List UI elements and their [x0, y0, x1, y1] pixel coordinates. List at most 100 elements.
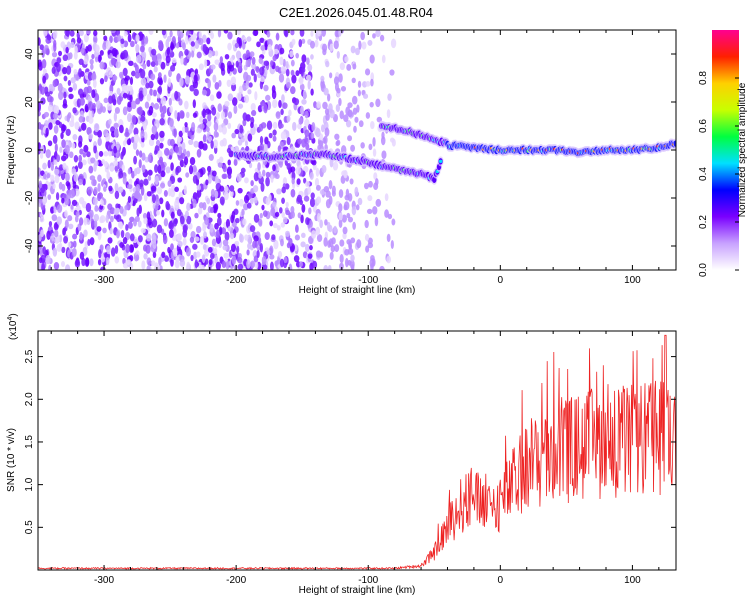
noise-speckle	[114, 256, 120, 264]
noise-speckle	[91, 89, 96, 99]
noise-speckle	[207, 246, 213, 253]
noise-speckle	[58, 50, 63, 57]
noise-speckle	[79, 197, 85, 205]
noise-speckle	[133, 127, 139, 136]
noise-speckle	[62, 162, 67, 170]
noise-speckle	[304, 243, 310, 253]
noise-speckle	[347, 247, 354, 255]
figure-title: C2E1.2026.045.01.48.R04	[279, 5, 433, 20]
noise-speckle	[336, 139, 341, 146]
noise-speckle	[169, 138, 175, 147]
noise-speckle	[321, 30, 327, 37]
noise-speckle	[70, 41, 75, 49]
noise-speckle	[302, 89, 307, 100]
noise-speckle	[261, 264, 268, 270]
noise-speckle	[191, 122, 196, 132]
noise-speckle	[145, 233, 152, 242]
noise-speckle	[65, 172, 70, 182]
noise-speckle	[142, 63, 147, 70]
noise-speckle	[139, 45, 145, 53]
noise-speckle	[300, 241, 306, 248]
noise-speckle	[251, 56, 256, 65]
noise-speckle	[278, 73, 285, 83]
noise-speckle	[172, 218, 178, 227]
noise-speckle	[258, 57, 263, 64]
noise-speckle	[316, 101, 321, 109]
noise-speckle	[180, 55, 184, 65]
noise-speckle	[129, 233, 135, 242]
noise-speckle	[260, 44, 266, 51]
noise-speckle	[38, 234, 42, 242]
noise-speckle	[54, 174, 60, 184]
colorbar-tick-label: 0.4	[698, 167, 709, 181]
noise-speckle	[159, 182, 166, 189]
snr-frame	[37, 330, 677, 571]
spectrogram-xtick-label: -300	[94, 275, 114, 286]
noise-speckle	[142, 122, 147, 131]
noise-speckle	[42, 68, 47, 75]
noise-speckle	[352, 63, 357, 70]
noise-speckle	[151, 233, 156, 240]
noise-speckle	[80, 122, 87, 131]
noise-speckle	[152, 251, 157, 259]
noise-speckle	[50, 161, 55, 172]
noise-speckle	[316, 196, 322, 204]
noise-speckle	[118, 124, 124, 134]
noise-speckle	[90, 63, 94, 70]
noise-speckle	[315, 226, 321, 236]
noise-speckle	[72, 83, 78, 91]
noise-speckle	[247, 133, 253, 142]
noise-speckle	[267, 44, 273, 52]
noise-speckle	[169, 118, 174, 128]
noise-speckle	[98, 248, 102, 259]
noise-speckle	[207, 113, 212, 122]
noise-speckle	[95, 100, 101, 109]
noise-speckle	[185, 35, 189, 45]
noise-speckle	[310, 40, 316, 49]
noise-speckle	[64, 219, 69, 229]
noise-speckle	[345, 120, 352, 128]
noise-speckle	[366, 208, 373, 214]
noise-speckle	[57, 83, 63, 93]
noise-speckle	[260, 122, 267, 129]
noise-speckle	[192, 198, 197, 208]
noise-speckle	[113, 128, 119, 138]
noise-speckle	[355, 47, 360, 56]
noise-speckle	[93, 213, 100, 222]
noise-speckle	[368, 180, 373, 188]
noise-speckle	[350, 144, 356, 152]
noise-speckle	[208, 259, 213, 266]
noise-speckle	[62, 54, 69, 62]
noise-speckle	[240, 167, 246, 174]
noise-speckle	[39, 44, 44, 51]
noise-speckle	[62, 67, 68, 75]
noise-speckle	[102, 42, 107, 51]
noise-speckle	[217, 212, 222, 219]
noise-speckle	[111, 47, 118, 57]
noise-speckle	[177, 240, 183, 247]
noise-speckle	[310, 54, 314, 60]
noise-speckle	[357, 80, 362, 88]
noise-speckle	[259, 242, 264, 253]
noise-speckle	[101, 158, 105, 165]
noise-speckle	[154, 164, 159, 173]
noise-speckle	[231, 132, 237, 139]
noise-speckle	[179, 197, 185, 205]
noise-speckle	[265, 171, 271, 178]
noise-speckle	[243, 133, 249, 143]
noise-speckle	[250, 68, 255, 76]
noise-speckle	[263, 60, 270, 67]
noise-speckle	[254, 261, 259, 269]
snr-xtick-label: 100	[624, 575, 641, 586]
noise-speckle	[158, 156, 164, 164]
noise-speckle	[275, 65, 280, 73]
noise-speckle	[140, 129, 145, 139]
noise-speckle	[45, 149, 51, 159]
noise-speckle	[374, 178, 379, 186]
noise-speckle	[214, 81, 220, 90]
noise-speckle	[231, 210, 236, 221]
noise-speckle	[309, 245, 313, 251]
noise-speckle	[148, 105, 154, 116]
noise-speckle	[223, 190, 229, 201]
noise-speckle	[219, 56, 223, 64]
